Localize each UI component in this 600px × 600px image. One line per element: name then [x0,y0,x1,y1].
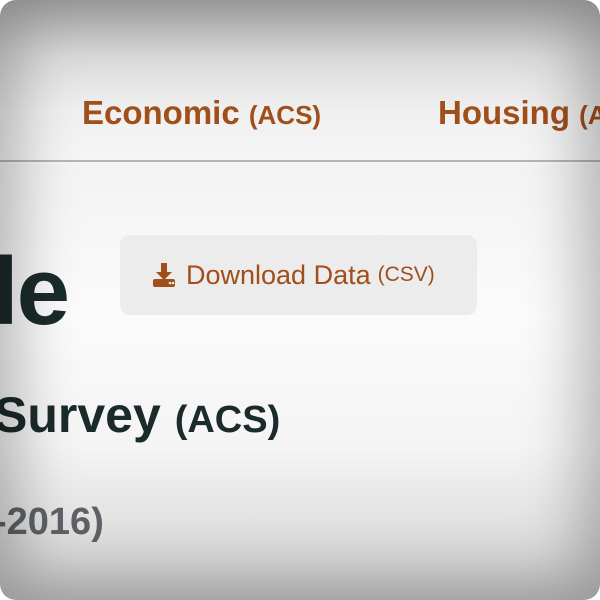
nav-link-housing-abbr: (A [579,100,600,130]
download-data-label: Download Data [186,259,371,290]
page-subtitle: Survey (ACS) [0,390,280,440]
nav-link-economic-label: Economic [82,94,240,131]
page-subtitle-text: Survey [0,387,161,443]
nav-link-housing-label: Housing [438,94,570,131]
download-icon [153,263,175,287]
download-data-format: (CSV) [377,263,435,286]
nav-link-economic-abbr: (ACS) [248,100,322,130]
nav-link-housing[interactable]: Housing (A [438,94,600,132]
download-data-button[interactable]: Download Data (CSV) [120,235,477,315]
page-subtitle-abbr: (ACS) [174,399,281,441]
page-years: -2016) [0,501,104,543]
top-navigation: Economic (ACS) Housing (A [0,0,600,162]
nav-link-economic[interactable]: Economic (ACS) [82,94,321,132]
page-title: le [0,238,70,345]
